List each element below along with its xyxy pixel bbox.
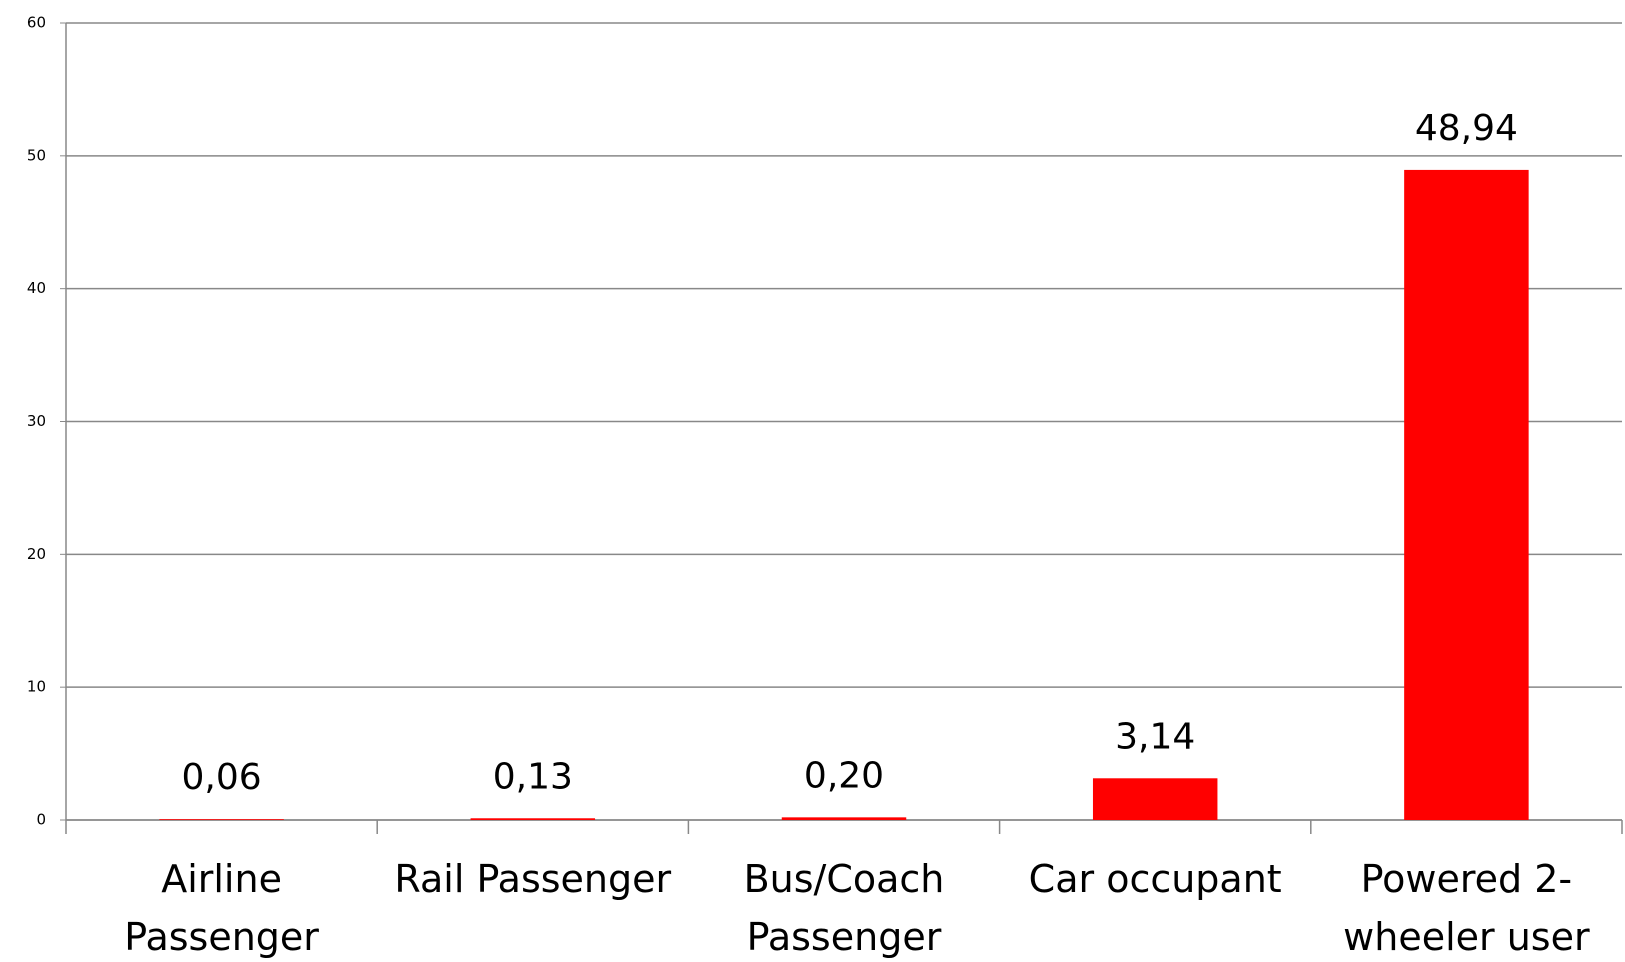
value-label: 0,06 — [182, 757, 262, 798]
bar — [470, 818, 596, 820]
value-label: 0,20 — [804, 755, 884, 796]
bar — [781, 817, 907, 820]
y-tick-label: 40 — [27, 279, 46, 297]
y-tick-label: 20 — [27, 545, 46, 563]
y-tick-label: 0 — [36, 811, 46, 829]
x-tick-label: Rail Passenger — [394, 857, 672, 901]
bar — [1092, 778, 1218, 820]
value-label: 0,13 — [493, 756, 573, 797]
x-tick-label: Car occupant — [1028, 857, 1282, 901]
y-tick-label: 50 — [27, 146, 46, 164]
y-tick-label: 10 — [27, 678, 46, 696]
x-tick-label: Airline Passenger — [124, 857, 319, 959]
value-label: 48,94 — [1415, 108, 1518, 149]
x-tick-label: Powered 2-wheeler user — [1343, 857, 1590, 959]
y-tick-label: 30 — [27, 412, 46, 430]
value-label: 3,14 — [1115, 716, 1195, 757]
y-tick-label: 60 — [27, 14, 46, 32]
bar — [159, 819, 284, 820]
x-tick-label: Bus/Coach Passenger — [743, 857, 945, 959]
bar — [1404, 169, 1529, 820]
